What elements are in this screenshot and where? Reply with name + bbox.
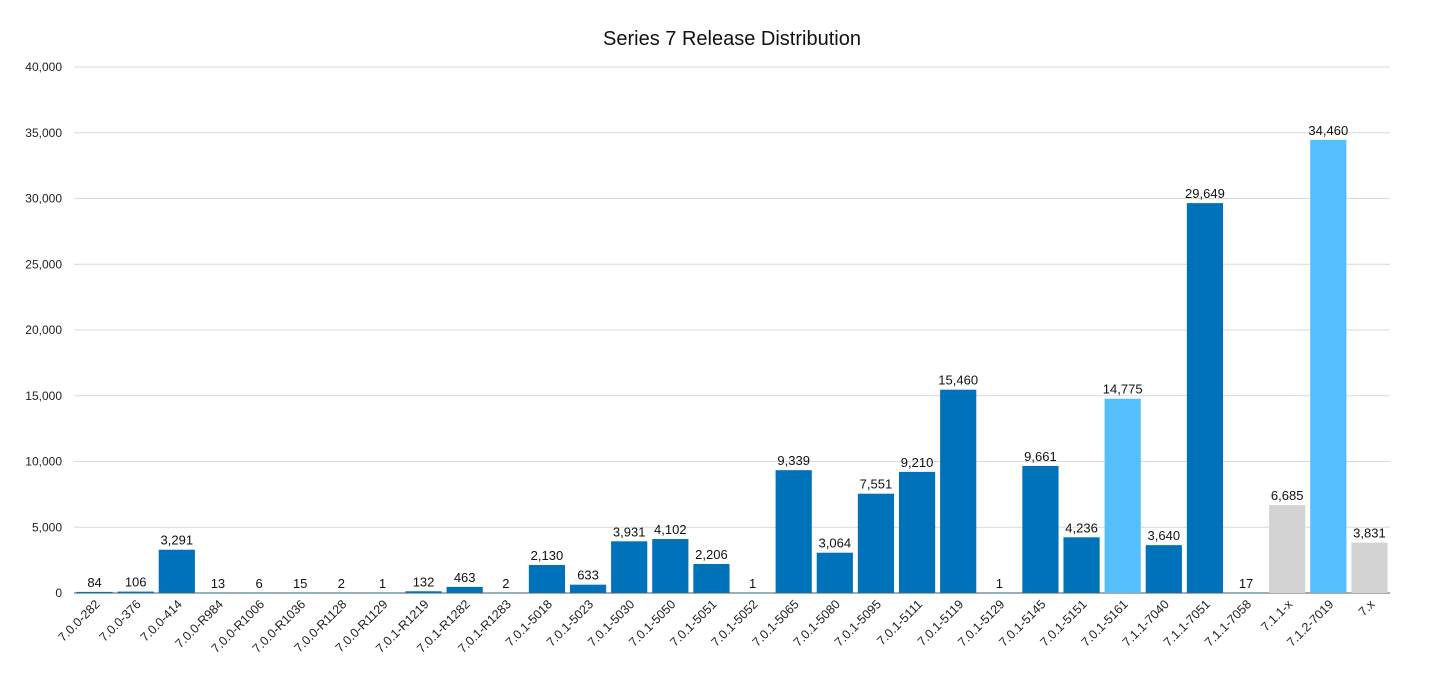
- data-label: 3,831: [1353, 526, 1386, 541]
- data-label: 84: [87, 575, 101, 590]
- chart-title: Series 7 Release Distribution: [603, 28, 861, 50]
- bar: [240, 592, 278, 593]
- data-label: 2,130: [531, 548, 564, 563]
- x-category-label: 7.1.1-x: [1258, 597, 1295, 634]
- data-label: 14,775: [1103, 382, 1143, 397]
- data-label: 6: [255, 576, 262, 591]
- bar: [816, 552, 853, 593]
- data-label: 3,640: [1148, 528, 1181, 543]
- x-category-label: 7.x: [1356, 597, 1378, 619]
- data-label: 106: [125, 575, 147, 590]
- data-label: 4,236: [1065, 520, 1098, 535]
- data-label: 463: [454, 570, 476, 585]
- y-tick-label: 40,000: [25, 60, 62, 74]
- bar: [405, 591, 442, 593]
- bar: [693, 563, 730, 593]
- bar: [775, 470, 812, 593]
- bar: [1104, 398, 1141, 593]
- data-label: 9,339: [777, 453, 810, 468]
- data-label: 9,210: [901, 455, 934, 470]
- bar: [857, 493, 895, 593]
- bar: [158, 549, 195, 593]
- bar: [1145, 545, 1182, 593]
- bar: [1022, 465, 1059, 593]
- data-label: 2: [502, 576, 509, 591]
- bar: [981, 592, 1018, 593]
- data-label: 3,931: [613, 524, 646, 539]
- bar: [569, 584, 607, 593]
- y-tick-label: 20,000: [25, 323, 62, 337]
- bar: [611, 541, 648, 593]
- bar: [364, 592, 401, 593]
- bar: [898, 471, 936, 593]
- data-label: 29,649: [1185, 186, 1225, 201]
- bar: [734, 592, 771, 593]
- data-label: 1: [996, 576, 1003, 591]
- bar: [199, 592, 237, 593]
- bar: [76, 591, 113, 593]
- data-label: 2: [338, 576, 345, 591]
- bar: [1227, 592, 1265, 593]
- bar: [282, 592, 319, 593]
- data-label: 3,291: [161, 533, 194, 548]
- data-label: 1: [379, 576, 386, 591]
- y-tick-label: 35,000: [25, 126, 62, 140]
- bar: [117, 591, 154, 593]
- data-label: 2,206: [695, 547, 728, 562]
- data-label: 9,661: [1024, 449, 1057, 464]
- data-label: 15,460: [938, 373, 978, 388]
- bar: [528, 564, 566, 593]
- data-label: 633: [577, 568, 599, 583]
- data-label: 4,102: [654, 522, 687, 537]
- x-category-label: 7.0.0-282: [55, 597, 102, 644]
- bar: [1310, 139, 1347, 593]
- data-label: 34,460: [1308, 123, 1348, 138]
- y-tick-label: 30,000: [25, 192, 62, 206]
- data-label: 1: [749, 576, 756, 591]
- data-label: 17: [1239, 576, 1253, 591]
- y-tick-label: 15,000: [25, 389, 62, 403]
- data-label: 15: [293, 576, 307, 591]
- bar: [323, 592, 360, 593]
- y-tick-label: 10,000: [25, 455, 62, 469]
- data-label: 13: [211, 576, 225, 591]
- bar: [1186, 203, 1224, 593]
- data-label: 3,064: [819, 536, 852, 551]
- data-label: 132: [413, 574, 435, 589]
- bar: [1351, 542, 1388, 593]
- x-category-label: 7.0.0-376: [97, 597, 144, 644]
- bar: [940, 389, 977, 593]
- bar: [1269, 505, 1306, 593]
- data-label: 6,685: [1271, 488, 1304, 503]
- y-tick-label: 0: [55, 586, 62, 600]
- bar: [1063, 537, 1100, 593]
- bar: [652, 539, 689, 593]
- bar: [487, 592, 524, 593]
- data-label: 7,551: [860, 477, 893, 492]
- y-tick-label: 25,000: [25, 257, 62, 271]
- y-tick-label: 5,000: [32, 520, 62, 534]
- bar: [446, 586, 483, 593]
